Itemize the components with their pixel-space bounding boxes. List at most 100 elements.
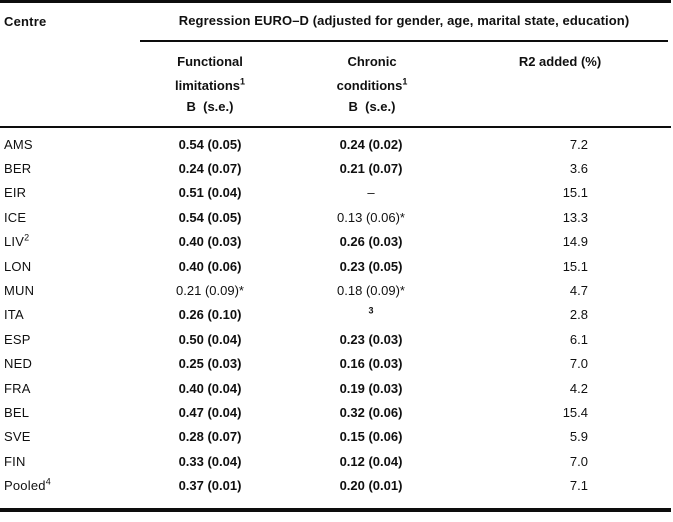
r2-added-cell: 4.7: [452, 283, 588, 298]
centre-cell: LIV2: [0, 232, 130, 250]
centre-label: LIV: [4, 234, 25, 250]
r2-added-value: 4.2: [569, 380, 588, 396]
r2-added-cell: 5.9: [452, 429, 588, 444]
centre-cell: EIR: [0, 185, 130, 200]
centre-label: ICE: [4, 209, 27, 225]
chronic-b-se-value: 0.23 (0.05): [339, 258, 403, 274]
table-row: MUN 0.21 (0.09)* 0.18 (0.09)* 4.7: [0, 278, 673, 302]
chronic-b-se-cell: 0.15 (0.06): [290, 429, 452, 444]
functional-b-se-cell: 0.26 (0.10): [130, 307, 290, 322]
table-row: LON 0.40 (0.06) 0.23 (0.05) 15.1: [0, 254, 673, 278]
chronic-b-se-label: B (s.e.): [348, 99, 396, 114]
functional-b-se-value: 0.28 (0.07): [178, 429, 242, 445]
centre-footnote-marker: 2: [24, 232, 30, 243]
functional-b-se-cell: 0.28 (0.07): [130, 429, 290, 444]
functional-b-se-value: 0.37 (0.01): [178, 478, 242, 494]
centre-cell: ESP: [0, 332, 130, 347]
functional-b-se-cell: 0.47 (0.04): [130, 405, 290, 420]
functional-b-se-value: 0.51 (0.04): [178, 185, 242, 201]
centre-footnote-marker: 4: [45, 476, 51, 487]
centre-cell: FRA: [0, 381, 130, 396]
chronic-b-se-value: 0.13 (0.06)*: [337, 209, 405, 225]
r2-added-cell: 4.2: [452, 381, 588, 396]
centre-label: SVE: [4, 429, 31, 445]
centre-cell: BEL: [0, 405, 130, 420]
chronic-header-line2: conditions: [336, 78, 403, 93]
functional-b-se-cell: 0.25 (0.03): [130, 356, 290, 371]
r2-added-cell: 3.6: [452, 161, 588, 176]
functional-b-se-cell: 0.50 (0.04): [130, 332, 290, 347]
table-body: AMS 0.54 (0.05) 0.24 (0.02) 7.2 BER 0.24 (0.0…: [0, 132, 673, 498]
functional-b-se-value: 0.25 (0.03): [178, 356, 242, 372]
functional-header-line1: Functional: [177, 54, 243, 69]
centre-label: EIR: [4, 185, 27, 201]
column-header-functional-limitations: Functional limitations1: [130, 50, 290, 98]
r2-added-cell: 15.1: [452, 185, 588, 200]
centre-cell: MUN: [0, 283, 130, 298]
functional-b-se-value: 0.33 (0.04): [178, 453, 242, 469]
r2-added-cell: 14.9: [452, 234, 588, 249]
table-row: ITA 0.26 (0.10) 3 2.8: [0, 303, 673, 327]
chronic-b-se-value: 0.21 (0.07): [339, 161, 403, 177]
functional-b-se-cell: 0.54 (0.05): [130, 210, 290, 225]
functional-footnote-marker: 1: [240, 76, 246, 87]
centre-label: LON: [4, 258, 32, 274]
r2-added-value: 4.7: [569, 283, 588, 299]
r2-added-value: 5.9: [569, 429, 588, 445]
functional-b-se-value: 0.40 (0.04): [178, 380, 242, 396]
column-header-chronic-conditions: Chronic conditions1: [292, 50, 452, 98]
r2-added-value: 3.6: [569, 161, 588, 177]
chronic-b-se-cell: 0.20 (0.01): [290, 478, 452, 493]
chronic-b-se-cell: 0.26 (0.03): [290, 234, 452, 249]
column-header-centre: Centre: [4, 14, 47, 29]
chronic-b-se-cell: 0.32 (0.06): [290, 405, 452, 420]
chronic-b-se-cell: 0.23 (0.03): [290, 332, 452, 347]
table-row: BEL 0.47 (0.04) 0.32 (0.06) 15.4: [0, 400, 673, 424]
table-row: FIN 0.33 (0.04) 0.12 (0.04) 7.0: [0, 449, 673, 473]
table-row: Pooled4 0.37 (0.01) 0.20 (0.01) 7.1: [0, 473, 673, 497]
chronic-b-se-value: –: [367, 185, 375, 201]
r2-added-value: 7.2: [569, 136, 588, 152]
functional-b-se-cell: 0.40 (0.03): [130, 234, 290, 249]
centre-label: NED: [4, 356, 33, 372]
centre-cell: ICE: [0, 210, 130, 225]
functional-b-se-cell: 0.24 (0.07): [130, 161, 290, 176]
functional-header-line2: limitations: [174, 78, 240, 93]
chronic-b-se-cell: 3: [290, 307, 452, 322]
centre-label: Pooled: [4, 478, 46, 494]
chronic-b-se-cell: –: [290, 185, 452, 200]
header-body-divider-rule: [0, 126, 671, 128]
functional-b-se-cell: 0.40 (0.04): [130, 381, 290, 396]
table-row: ESP 0.50 (0.04) 0.23 (0.03) 6.1: [0, 327, 673, 351]
functional-b-se-value: 0.40 (0.06): [178, 258, 242, 274]
chronic-b-se-value: 0.18 (0.09)*: [337, 283, 405, 299]
r2-added-value: 7.0: [569, 453, 588, 469]
chronic-b-se-value: 0.24 (0.02): [339, 136, 403, 152]
functional-b-se-value: 0.40 (0.03): [178, 234, 242, 250]
top-rule: [0, 0, 671, 3]
chronic-b-se-value: 0.19 (0.03): [339, 380, 403, 396]
functional-b-se-cell: 0.40 (0.06): [130, 259, 290, 274]
centre-label: FRA: [4, 380, 31, 396]
r2-added-value: 7.0: [569, 356, 588, 372]
table-row: ICE 0.54 (0.05) 0.13 (0.06)* 13.3: [0, 205, 673, 229]
chronic-b-se-value: 0.32 (0.06): [339, 404, 403, 420]
chronic-b-se-cell: 0.24 (0.02): [290, 137, 452, 152]
r2-added-value: 15.1: [562, 258, 588, 274]
chronic-b-se-cell: 0.18 (0.09)*: [290, 283, 452, 298]
chronic-footnote-marker: 1: [402, 76, 408, 87]
centre-cell: LON: [0, 259, 130, 274]
functional-b-se-value: 0.47 (0.04): [178, 404, 242, 420]
centre-label: ITA: [4, 307, 24, 323]
chronic-b-se-value: 0.23 (0.03): [339, 331, 403, 347]
centre-cell: Pooled4: [0, 476, 130, 494]
r2-added-value: 15.4: [562, 404, 588, 420]
bottom-rule: [0, 508, 671, 512]
table-row: BER 0.24 (0.07) 0.21 (0.07) 3.6: [0, 156, 673, 180]
functional-b-se-value: 0.24 (0.07): [178, 161, 242, 177]
r2-added-value: 15.1: [562, 185, 588, 201]
r2-added-value: 7.1: [569, 478, 588, 494]
r2-added-cell: 15.4: [452, 405, 588, 420]
chronic-header-line1: Chronic: [347, 54, 397, 69]
functional-b-se-value: 0.26 (0.10): [178, 307, 242, 323]
